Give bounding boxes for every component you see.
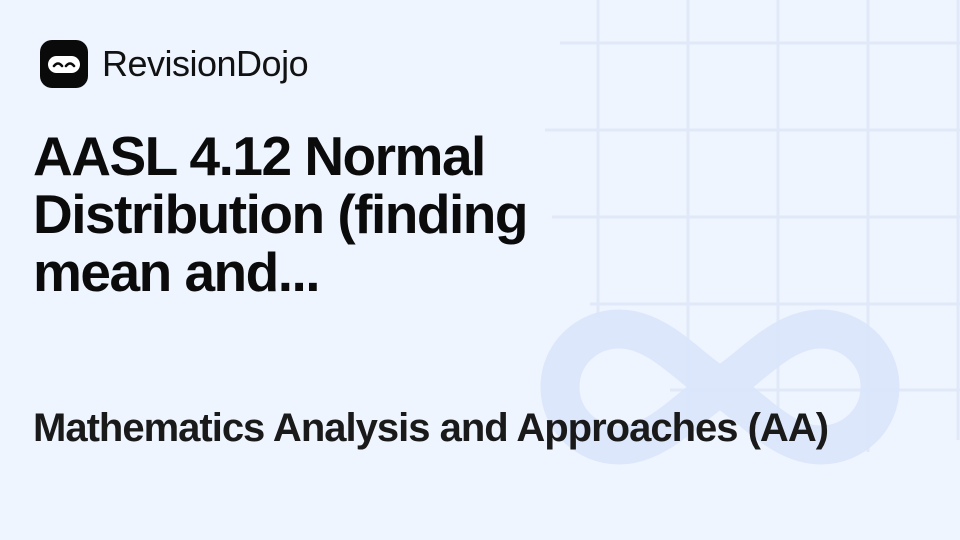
page-title: AASL 4.12 Normal Distribution (finding m… <box>33 125 528 303</box>
brand-logo[interactable]: RevisionDojo <box>40 40 309 88</box>
infinity-icon <box>540 309 900 465</box>
brand-name: RevisionDojo <box>102 43 309 84</box>
grid-pattern <box>545 0 960 452</box>
subject-subtitle: Mathematics Analysis and Approaches (AA) <box>33 406 829 450</box>
ninja-mask-icon <box>40 40 88 88</box>
